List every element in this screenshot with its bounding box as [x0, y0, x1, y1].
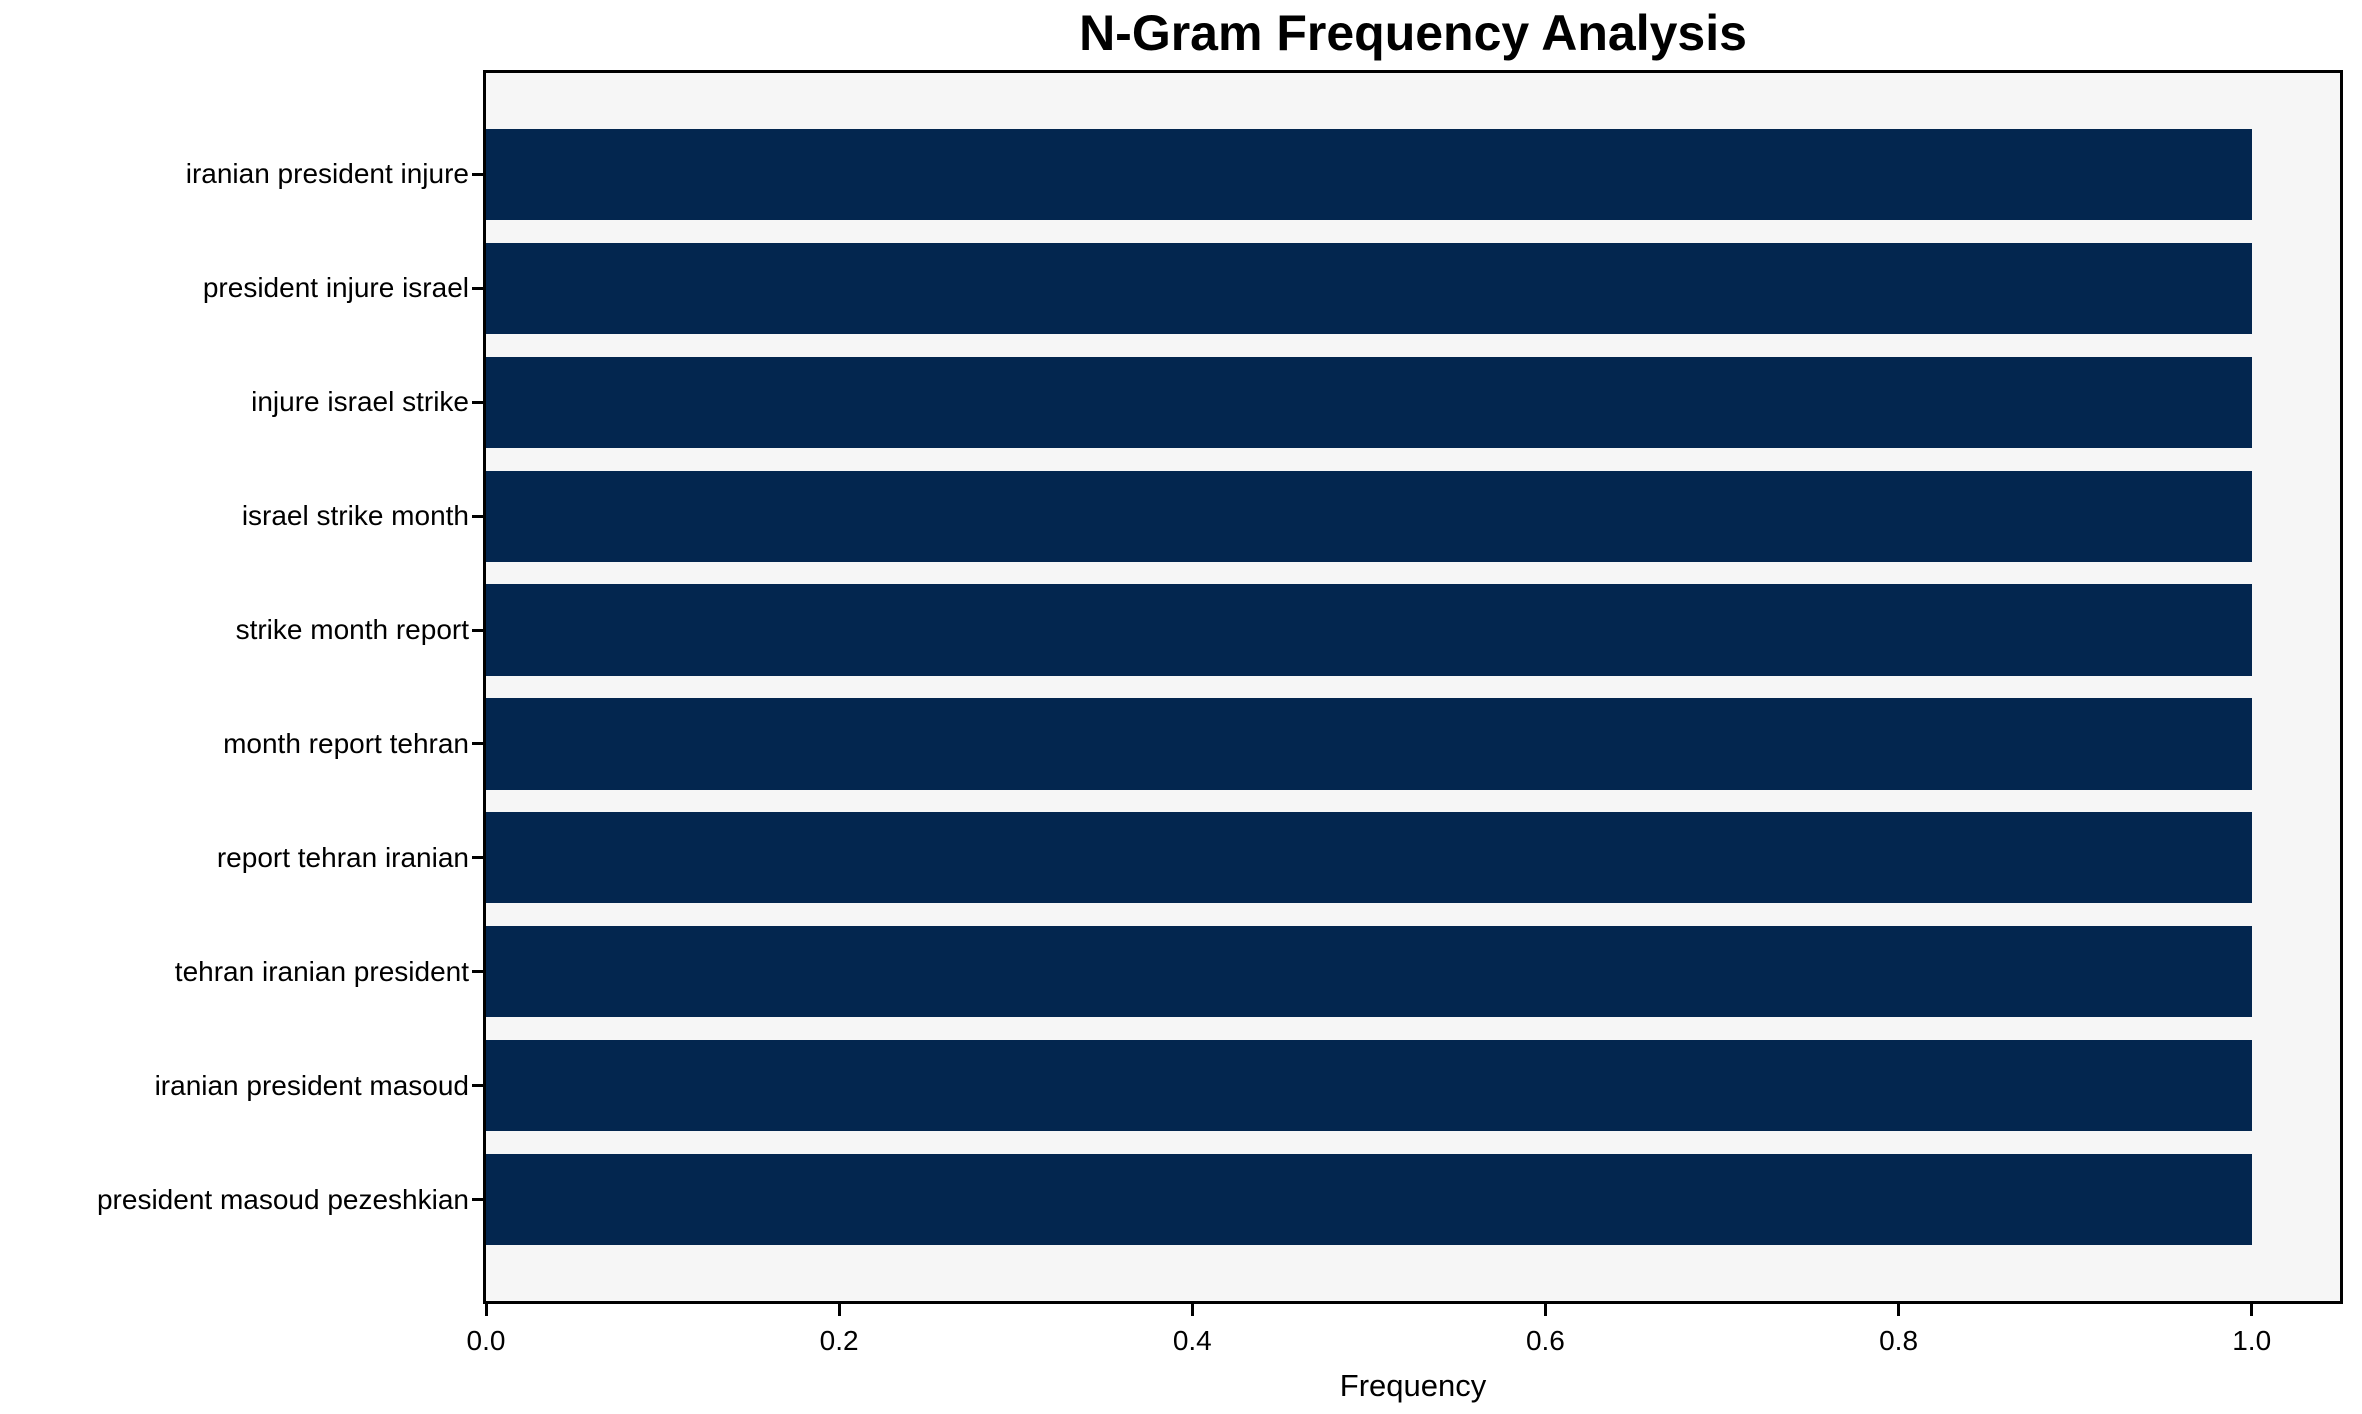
bar — [486, 1040, 2252, 1132]
y-tick — [472, 856, 483, 860]
bar — [486, 812, 2252, 904]
x-tick-label: 0.2 — [819, 1325, 859, 1356]
bar — [486, 356, 2252, 448]
bar — [486, 470, 2252, 562]
y-axis-label: iranian president injure — [185, 158, 469, 190]
y-tick — [472, 172, 483, 176]
bar — [486, 128, 2252, 220]
y-axis-label: iranian president masoud — [154, 1069, 469, 1101]
y-tick — [472, 514, 483, 518]
x-tick-label: 0.8 — [1879, 1325, 1919, 1356]
y-axis-label: injure israel strike — [251, 386, 469, 418]
y-axis-label: president injure israel — [202, 272, 469, 304]
y-tick — [472, 628, 483, 632]
bar — [486, 1154, 2252, 1246]
y-axis-label: month report tehran — [223, 727, 469, 759]
y-tick — [472, 1084, 483, 1088]
x-tick — [837, 1304, 841, 1316]
y-tick — [472, 286, 483, 290]
x-tick-label: 0.6 — [1525, 1325, 1565, 1356]
y-axis-label: israel strike month — [241, 500, 469, 532]
plot-area: 0.0 0.2 0.4 0.6 0.8 1.0 — [467, 70, 2343, 1356]
y-tick — [472, 400, 483, 404]
x-tick — [1190, 1304, 1194, 1316]
x-tick-label: 0.0 — [466, 1325, 506, 1356]
chart-title: N-Gram Frequency Analysis — [1079, 5, 1747, 61]
bar — [486, 926, 2252, 1018]
x-tick — [1897, 1304, 1901, 1316]
x-axis-title: Frequency — [1339, 1368, 1487, 1403]
x-tick-label: 0.4 — [1172, 1325, 1212, 1356]
bar — [486, 242, 2252, 334]
y-tick — [472, 1198, 483, 1202]
bar — [486, 698, 2252, 790]
y-tick — [472, 742, 483, 746]
x-tick — [484, 1304, 488, 1316]
bar — [486, 584, 2252, 676]
y-axis-label: president masoud pezeshkian — [96, 1183, 469, 1215]
y-axis-label: strike month report — [235, 614, 469, 646]
y-tick — [472, 970, 483, 974]
x-tick-label: 1.0 — [2232, 1325, 2272, 1356]
x-tick — [1543, 1304, 1547, 1316]
y-axis-label: tehran iranian president — [174, 955, 469, 987]
x-tick — [2250, 1304, 2254, 1316]
y-axis-labels: iranian president injure president injure… — [0, 70, 469, 1304]
y-axis-label: report tehran iranian — [216, 841, 469, 873]
